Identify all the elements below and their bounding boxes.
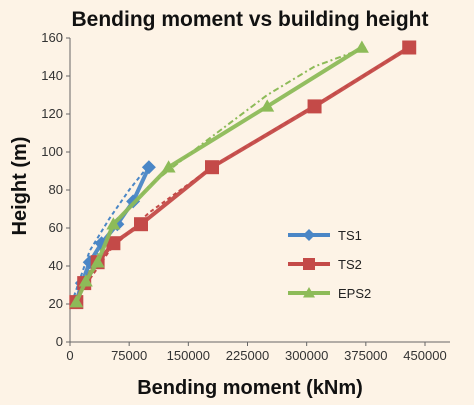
legend-marker-ts1 <box>303 229 315 241</box>
trend-lines <box>72 46 410 303</box>
chart-title: Bending moment vs building height <box>72 8 429 31</box>
ts1-data-point <box>141 160 156 175</box>
y-tick-label: 160 <box>41 30 63 45</box>
x-tick-label: 300000 <box>285 348 328 363</box>
eps2-data-point <box>90 255 105 268</box>
y-tick-label: 80 <box>49 182 63 197</box>
ts1-trend-line <box>72 164 150 297</box>
series-layer <box>69 40 417 310</box>
y-tick-label: 100 <box>41 144 63 159</box>
x-tick-label: 375000 <box>344 348 387 363</box>
y-tick-label: 20 <box>49 296 63 311</box>
eps2-data-point <box>106 217 121 230</box>
legend-marker-eps2 <box>303 287 315 298</box>
y-tick-label: 0 <box>56 334 63 349</box>
eps2-data-point <box>78 274 93 287</box>
y-tick-label: 40 <box>49 258 63 273</box>
ts2-data-point <box>134 217 148 232</box>
y-tick-label: 60 <box>49 220 63 235</box>
legend-marker-ts2 <box>303 258 315 270</box>
eps2-data-point <box>161 160 176 173</box>
legend-label-eps2: EPS2 <box>338 286 371 301</box>
y-tick-label: 120 <box>41 106 63 121</box>
eps2-data-point <box>260 99 275 112</box>
legend: TS1 TS2 EPS2 <box>288 228 371 301</box>
ts2-data-point <box>307 99 322 114</box>
ts2-data-point <box>402 40 417 55</box>
eps2-data-point <box>69 295 84 308</box>
eps2-data-point <box>354 40 369 53</box>
axes: 0 20 40 60 80 100 120 140 160 0 75000 150000 225000 3… <box>41 30 450 363</box>
y-axis-label: Height (m) <box>9 137 31 236</box>
y-tick-label: 140 <box>41 68 63 83</box>
ts2-data-point <box>205 160 219 175</box>
legend-label-ts1: TS1 <box>338 228 362 243</box>
ts2-data-point <box>106 236 121 251</box>
x-tick-label: 225000 <box>226 348 269 363</box>
x-axis-label: Bending moment (kNm) <box>137 377 363 399</box>
x-tick-label: 150000 <box>167 348 210 363</box>
legend-label-ts2: TS2 <box>338 257 362 272</box>
x-tick-label: 75000 <box>111 348 147 363</box>
x-tick-label: 450000 <box>403 348 446 363</box>
x-tick-label: 0 <box>66 348 73 363</box>
